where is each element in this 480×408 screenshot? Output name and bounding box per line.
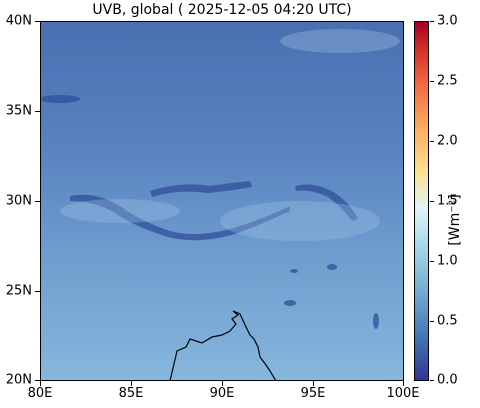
colorbar bbox=[414, 21, 429, 381]
y-tick-label: 40N bbox=[5, 13, 32, 29]
x-tick bbox=[313, 381, 314, 386]
x-tick-label: 95E bbox=[300, 386, 326, 401]
y-tick bbox=[35, 380, 40, 381]
colorbar-tick-label: 2.5 bbox=[437, 73, 458, 89]
y-tick-label: 20N bbox=[5, 372, 32, 388]
colorbar-tick bbox=[430, 380, 434, 381]
uvb-map bbox=[40, 21, 404, 381]
colorbar-tick bbox=[430, 141, 434, 142]
y-tick bbox=[35, 201, 40, 202]
colorbar-tick bbox=[430, 321, 434, 322]
colorbar-tick bbox=[430, 261, 434, 262]
y-tick bbox=[35, 111, 40, 112]
y-tick bbox=[35, 21, 40, 22]
x-tick bbox=[222, 381, 223, 386]
colorbar-tick bbox=[430, 201, 434, 202]
colorbar-tick-label: 3.0 bbox=[437, 13, 458, 29]
y-tick-label: 35N bbox=[5, 103, 32, 119]
x-tick bbox=[40, 381, 41, 386]
y-tick-label: 25N bbox=[5, 283, 32, 299]
y-tick bbox=[35, 291, 40, 292]
x-tick bbox=[403, 381, 404, 386]
y-tick-label: 30N bbox=[5, 193, 32, 209]
x-tick-label: 100E bbox=[386, 386, 420, 401]
colorbar-tick-label: 2.0 bbox=[437, 133, 458, 149]
colorbar-tick-label: 0.5 bbox=[437, 313, 458, 329]
colorbar-tick bbox=[430, 21, 434, 22]
x-tick bbox=[131, 381, 132, 386]
colorbar-tick-label: 1.0 bbox=[437, 253, 458, 269]
colorbar-tick-label: 0.0 bbox=[437, 372, 458, 388]
map-title: UVB, global ( 2025-12-05 04:20 UTC) bbox=[92, 2, 352, 18]
colorbar-tick bbox=[430, 81, 434, 82]
x-tick-label: 90E bbox=[209, 386, 235, 401]
x-tick-label: 80E bbox=[27, 386, 53, 401]
uvb-features bbox=[40, 95, 379, 329]
cloud-features bbox=[60, 29, 400, 241]
colorbar-tick-label: 1.5 bbox=[437, 193, 458, 209]
x-tick-label: 85E bbox=[118, 386, 144, 401]
coastline bbox=[169, 310, 277, 381]
colorbar-title: [Wm⁻²] bbox=[447, 194, 463, 246]
